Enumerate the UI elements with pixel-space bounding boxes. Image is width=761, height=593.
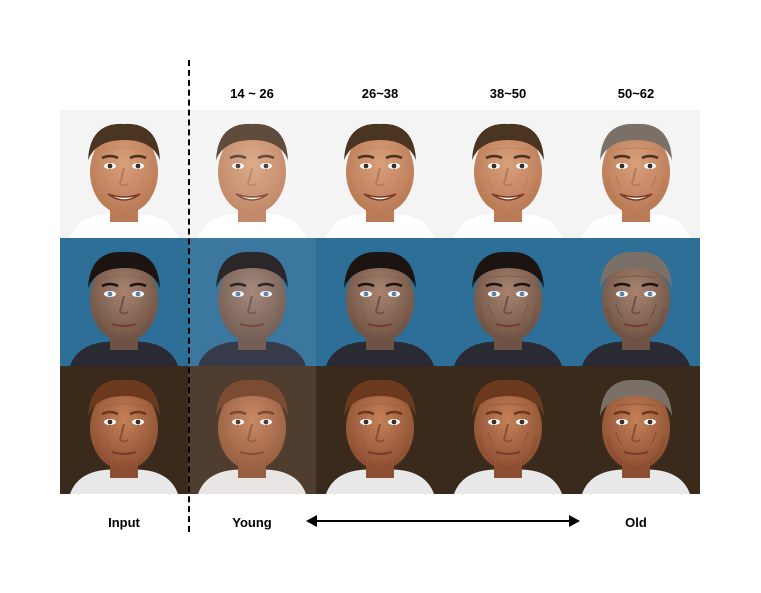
aged-face-photo [316, 238, 444, 366]
header-age-range-3: 38~50 [489, 86, 527, 101]
aged-face-photo [444, 110, 572, 238]
input-face-photo [60, 110, 188, 238]
face-grid [60, 110, 700, 494]
input-divider-line [188, 60, 190, 532]
age-direction-arrow-icon [306, 515, 580, 527]
aged-face-photo [572, 110, 700, 238]
aged-face-photo [572, 366, 700, 494]
footer-old-label: Old [625, 515, 647, 530]
aged-face-photo [316, 366, 444, 494]
aged-face-photo [188, 238, 316, 366]
input-face-photo [60, 238, 188, 366]
aged-face-photo [188, 366, 316, 494]
footer-input-label: Input [108, 515, 140, 530]
aged-face-photo [444, 366, 572, 494]
footer-young-label: Young [232, 515, 272, 530]
header-age-range-2: 26~38 [361, 86, 399, 101]
aged-face-photo [572, 238, 700, 366]
aged-face-photo [316, 110, 444, 238]
header-age-range-4: 50~62 [617, 86, 655, 101]
input-face-photo [60, 366, 188, 494]
aged-face-photo [188, 110, 316, 238]
header-age-range-1: 14 ~ 26 [230, 86, 274, 101]
aged-face-photo [444, 238, 572, 366]
